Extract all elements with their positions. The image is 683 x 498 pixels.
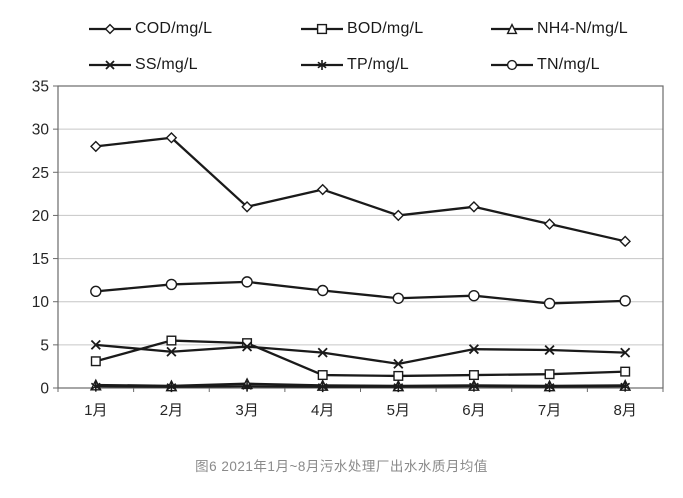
svg-text:0: 0 — [40, 381, 49, 398]
nh4n-triangle-marker-icon — [490, 21, 534, 37]
gridlines — [58, 128, 663, 346]
legend-label-nh4n: NH4-N/mg/L — [537, 20, 628, 37]
svg-text:3月: 3月 — [235, 402, 258, 419]
series-TP-mg-L — [90, 380, 631, 393]
tp-asterisk-marker-icon — [300, 57, 344, 73]
series-COD-mg-L — [90, 131, 631, 248]
plot-border — [57, 85, 664, 389]
svg-text:35: 35 — [32, 80, 49, 96]
legend-label-cod: COD/mg/L — [135, 20, 213, 37]
cod-diamond-marker-icon — [88, 21, 132, 37]
svg-text:4月: 4月 — [311, 402, 334, 419]
series-SS-mg-L — [90, 339, 631, 369]
svg-text:1月: 1月 — [84, 402, 107, 419]
series-TN-mg-L — [90, 276, 631, 310]
legend-item-bod: BOD/mg/L — [300, 16, 490, 42]
y-axis: 0 5 10 15 20 25 30 35 — [32, 79, 58, 398]
legend-item-cod: COD/mg/L — [88, 16, 300, 42]
plot-area-wrapper: 0 5 10 15 20 25 30 35 1月 2月 3月 4月 5月 6月 7月 8月 — [0, 79, 683, 451]
svg-text:5: 5 — [40, 337, 49, 354]
legend-label-ss: SS/mg/L — [135, 56, 198, 73]
legend-item-ss: SS/mg/L — [88, 52, 300, 78]
chart-legend: COD/mg/L BOD/mg/L NH4-N/mg/L SS/mg/L TP/… — [88, 0, 683, 78]
legend-label-bod: BOD/mg/L — [347, 20, 424, 37]
plot-area: 0 5 10 15 20 25 30 35 1月 2月 3月 4月 5月 6月 7月 8月 — [32, 79, 664, 419]
figure-caption: 图6 2021年1月~8月污水处理厂出水水质月均值 — [195, 459, 488, 474]
svg-text:6月: 6月 — [462, 402, 485, 419]
svg-text:25: 25 — [32, 165, 49, 182]
tn-circle-marker-icon — [490, 57, 534, 73]
svg-text:2月: 2月 — [160, 402, 183, 419]
legend-item-tp: TP/mg/L — [300, 52, 490, 78]
legend-item-tn: TN/mg/L — [490, 52, 683, 78]
svg-text:8月: 8月 — [614, 402, 637, 419]
svg-text:5月: 5月 — [387, 402, 410, 419]
svg-text:30: 30 — [32, 122, 50, 139]
legend-label-tn: TN/mg/L — [537, 56, 600, 73]
svg-text:7月: 7月 — [538, 402, 561, 419]
bod-square-marker-icon — [300, 21, 344, 37]
svg-text:20: 20 — [32, 208, 50, 225]
svg-text:15: 15 — [32, 251, 49, 268]
svg-text:10: 10 — [32, 294, 50, 311]
ss-x-marker-icon — [88, 57, 132, 73]
legend-label-tp: TP/mg/L — [347, 56, 409, 73]
x-axis: 1月 2月 3月 4月 5月 6月 7月 8月 — [57, 388, 664, 419]
series-BOD-mg-L — [90, 335, 631, 381]
legend-item-nh4n: NH4-N/mg/L — [490, 16, 683, 42]
